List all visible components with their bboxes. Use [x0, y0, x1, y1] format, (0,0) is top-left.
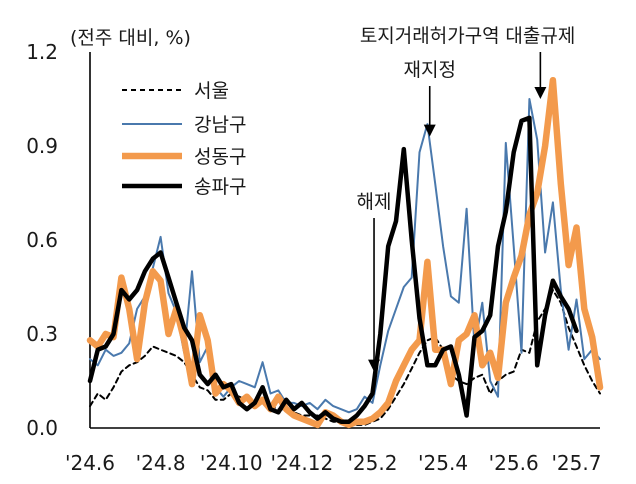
x-tick-label: '24.6 — [65, 451, 115, 475]
y-tick-label: 0.6 — [26, 228, 58, 252]
series-line-4 — [87, 115, 579, 424]
legend-label: 송파구 — [194, 176, 246, 198]
x-tick-label: '25.4 — [418, 451, 468, 475]
y-tick-label: 0.0 — [26, 416, 58, 440]
legend-label: 강남구 — [194, 114, 246, 136]
annotation-label: 재지정 — [404, 59, 456, 81]
y-axis: 0.0 0.3 0.6 0.9 1.2 — [26, 40, 91, 440]
x-tick-label: '25.2 — [347, 451, 397, 475]
annotation-arrow-head — [534, 87, 547, 99]
x-tick-label: '24.12 — [270, 451, 333, 475]
x-axis: '24.6 '24.8 '24.10 '24.12 '25.2 '25.4 '25.6 '25… — [65, 427, 601, 475]
legend-label: 서울 — [194, 80, 229, 102]
annotation-label: 대출규제 — [505, 25, 575, 47]
annotation-arrow-head — [368, 359, 381, 372]
x-tick-label: '25.6 — [489, 451, 539, 475]
x-tick-label: '25.7 — [551, 451, 601, 475]
y-tick-label: 0.9 — [26, 134, 58, 158]
unit-label: (전주 대비, %) — [70, 27, 191, 49]
annotation-arrow-head — [423, 124, 436, 137]
y-tick-label: 0.3 — [26, 322, 58, 346]
y-tick-label: 1.2 — [26, 40, 58, 64]
x-tick-label: '24.8 — [136, 451, 186, 475]
plot-area — [86, 76, 604, 429]
x-tick-label: '24.10 — [200, 451, 263, 475]
annotation-label: 토지거래허가구역 — [360, 25, 500, 47]
annotation-label: 해제 — [357, 191, 392, 213]
legend-label: 성동구 — [194, 146, 246, 168]
series-line-3 — [86, 76, 604, 429]
